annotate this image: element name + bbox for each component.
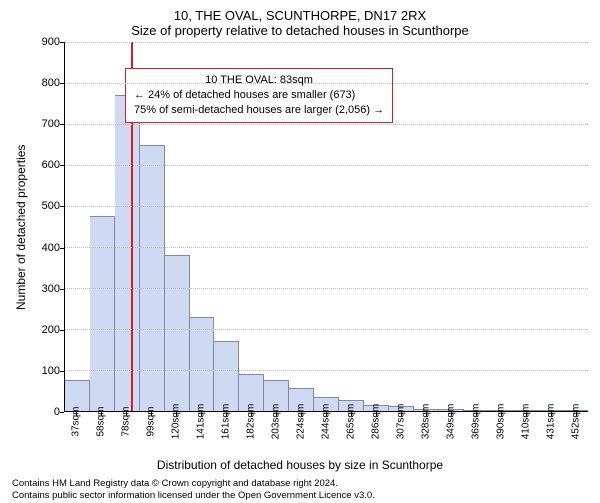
- info-box: 10 THE OVAL: 83sqm ← 24% of detached hou…: [125, 68, 393, 123]
- grid-line: [65, 124, 588, 125]
- info-line-smaller: ← 24% of detached houses are smaller (67…: [134, 88, 384, 103]
- histogram-bar: [140, 145, 165, 412]
- x-tick: 431sqm: [538, 412, 563, 460]
- histogram-bar: [165, 255, 190, 411]
- credits-line-1: Contains HM Land Registry data © Crown c…: [12, 478, 588, 490]
- x-tick: 141sqm: [189, 412, 214, 460]
- x-tick-label: 328sqm: [420, 404, 431, 440]
- x-tick-label: 141sqm: [196, 404, 207, 440]
- y-tick: 300: [42, 283, 60, 295]
- y-axis: 0100200300400500600700800900: [30, 42, 64, 412]
- x-tick-label: 431sqm: [545, 404, 556, 440]
- x-tick-label: 452sqm: [570, 404, 581, 440]
- histogram-bar: [90, 216, 115, 411]
- x-tick: 452sqm: [563, 412, 588, 460]
- x-tick: 99sqm: [139, 412, 164, 460]
- x-tick: 182sqm: [239, 412, 264, 460]
- info-line-larger: 75% of semi-detached houses are larger (…: [134, 103, 384, 118]
- grid-line: [65, 165, 588, 166]
- grid-line: [65, 42, 588, 43]
- grid-line: [65, 206, 588, 207]
- y-tick: 400: [42, 242, 60, 254]
- chart-title: 10, THE OVAL, SCUNTHORPE, DN17 2RX: [12, 8, 588, 23]
- x-tick: 369sqm: [463, 412, 488, 460]
- x-tick-label: 58sqm: [96, 406, 107, 436]
- x-tick: 244sqm: [314, 412, 339, 460]
- credits: Contains HM Land Registry data © Crown c…: [12, 478, 588, 503]
- x-tick: 307sqm: [388, 412, 413, 460]
- plot-area: Number of detached properties 0100200300…: [12, 42, 588, 412]
- x-tick-label: 203sqm: [271, 404, 282, 440]
- x-tick: 58sqm: [89, 412, 114, 460]
- x-tick-label: 182sqm: [246, 404, 257, 440]
- x-tick-label: 349sqm: [445, 404, 456, 440]
- x-tick: 78sqm: [114, 412, 139, 460]
- x-tick: 224sqm: [289, 412, 314, 460]
- x-tick-label: 99sqm: [146, 406, 157, 436]
- y-tick: 900: [42, 36, 60, 48]
- x-tick: 265sqm: [338, 412, 363, 460]
- x-tick: 286sqm: [363, 412, 388, 460]
- x-tick: 120sqm: [164, 412, 189, 460]
- chart-container: 10, THE OVAL, SCUNTHORPE, DN17 2RX Size …: [0, 0, 600, 500]
- grid-line: [65, 329, 588, 330]
- x-tick: 410sqm: [513, 412, 538, 460]
- x-tick: 328sqm: [413, 412, 438, 460]
- y-axis-label: Number of detached properties: [12, 42, 30, 412]
- x-tick-label: 120sqm: [171, 404, 182, 440]
- x-tick-label: 161sqm: [221, 404, 232, 440]
- grid-line: [65, 288, 588, 289]
- histogram-bar: [115, 95, 140, 411]
- x-tick-label: 307sqm: [395, 404, 406, 440]
- histogram-bar: [214, 341, 239, 411]
- histogram: 10 THE OVAL: 83sqm ← 24% of detached hou…: [64, 42, 588, 412]
- histogram-bar: [190, 317, 215, 411]
- x-tick: 37sqm: [64, 412, 89, 460]
- y-tick: 600: [42, 159, 60, 171]
- chart-subtitle: Size of property relative to detached ho…: [12, 23, 588, 38]
- grid-line: [65, 370, 588, 371]
- grid-line: [65, 83, 588, 84]
- credits-line-2: Contains public sector information licen…: [12, 490, 588, 502]
- y-tick: 700: [42, 118, 60, 130]
- info-line-property: 10 THE OVAL: 83sqm: [134, 73, 384, 88]
- x-tick: 390sqm: [488, 412, 513, 460]
- x-tick-label: 37sqm: [71, 406, 82, 436]
- x-tick: 161sqm: [214, 412, 239, 460]
- y-tick: 100: [42, 365, 60, 377]
- x-tick-label: 78sqm: [121, 406, 132, 436]
- x-tick-label: 244sqm: [321, 404, 332, 440]
- x-tick: 203sqm: [264, 412, 289, 460]
- x-tick-label: 390sqm: [495, 404, 506, 440]
- x-axis: 37sqm58sqm78sqm99sqm120sqm141sqm161sqm18…: [64, 412, 588, 460]
- x-axis-label: Distribution of detached houses by size …: [12, 458, 588, 472]
- x-tick-label: 410sqm: [520, 404, 531, 440]
- x-tick-label: 286sqm: [370, 404, 381, 440]
- grid-line: [65, 247, 588, 248]
- y-tick: 0: [54, 406, 60, 418]
- y-tick: 200: [42, 324, 60, 336]
- x-tick: 349sqm: [438, 412, 463, 460]
- y-tick: 800: [42, 77, 60, 89]
- x-tick-label: 224sqm: [296, 404, 307, 440]
- x-tick-label: 369sqm: [470, 404, 481, 440]
- x-tick-label: 265sqm: [345, 404, 356, 440]
- y-tick: 500: [42, 200, 60, 212]
